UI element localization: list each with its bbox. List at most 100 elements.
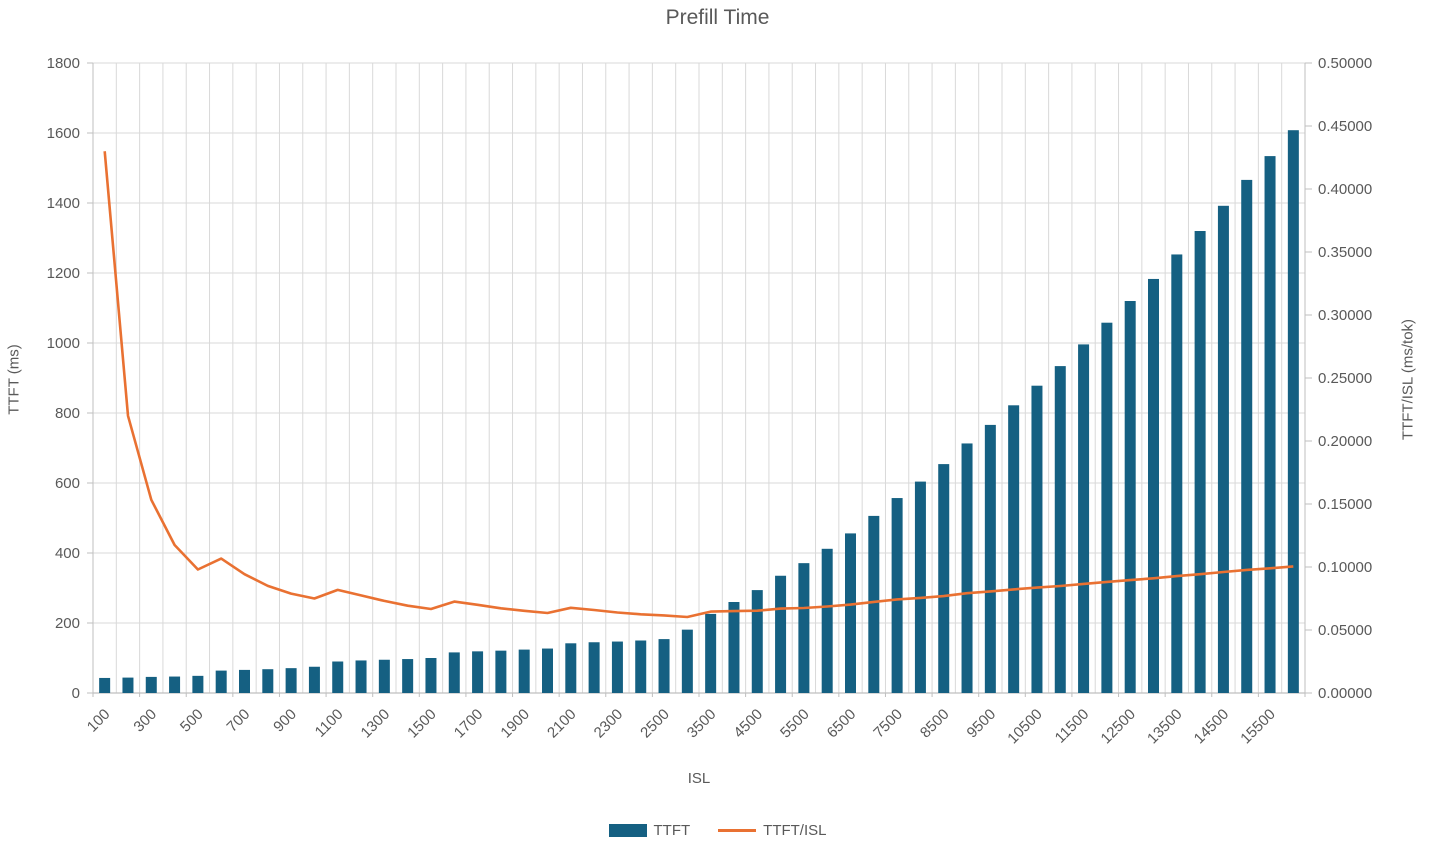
- bar-ttft-200[interactable]: [122, 677, 134, 693]
- svg-text:11500: 11500: [1052, 706, 1093, 747]
- bar-ttft-1200[interactable]: [355, 660, 367, 693]
- bar-ttft-11000[interactable]: [1054, 366, 1066, 693]
- svg-text:800: 800: [55, 405, 80, 422]
- bar-ttft-700[interactable]: [239, 669, 250, 693]
- legend-line-swatch: [718, 829, 757, 832]
- svg-text:1600: 1600: [47, 125, 80, 142]
- bar-ttft-600[interactable]: [215, 670, 227, 693]
- ratio-line-ttft-isl[interactable]: [103, 151, 1294, 619]
- bar-ttft-6500[interactable]: [845, 533, 856, 693]
- bar-ttft-4500[interactable]: [751, 590, 763, 693]
- bar-ttft-1700[interactable]: [472, 651, 484, 693]
- svg-text:1100: 1100: [312, 706, 347, 741]
- svg-text:0.50000: 0.50000: [1318, 55, 1372, 72]
- svg-text:0.30000: 0.30000: [1318, 307, 1372, 324]
- bar-ttft-2500[interactable]: [658, 639, 670, 693]
- bar-ttft-12500[interactable]: [1124, 301, 1136, 693]
- bar-ttft-900[interactable]: [285, 668, 297, 693]
- bar-ttft-5500[interactable]: [798, 563, 810, 693]
- bar-ttft-300[interactable]: [145, 676, 157, 693]
- svg-text:3500: 3500: [684, 706, 720, 742]
- bar-ttft-9000[interactable]: [961, 443, 973, 693]
- svg-text:12500: 12500: [1098, 706, 1140, 748]
- bar-ttft-1400[interactable]: [402, 659, 414, 693]
- svg-text:9500: 9500: [964, 706, 1000, 742]
- bar-ttft-14500[interactable]: [1217, 205, 1229, 694]
- svg-text:200: 200: [55, 615, 80, 632]
- bar-ttft-8000[interactable]: [914, 481, 926, 693]
- svg-text:0.45000: 0.45000: [1318, 118, 1372, 135]
- bar-ttft-14000[interactable]: [1194, 231, 1206, 693]
- bar-ttft-1800[interactable]: [495, 650, 507, 693]
- svg-text:100: 100: [84, 706, 114, 736]
- bar-ttft-800[interactable]: [262, 669, 274, 693]
- svg-text:1700: 1700: [451, 706, 487, 742]
- svg-text:900: 900: [270, 706, 300, 736]
- svg-text:0.35000: 0.35000: [1318, 244, 1372, 261]
- svg-text:1400: 1400: [47, 195, 80, 212]
- legend: TTFT TTFT/ISL: [0, 822, 1435, 839]
- svg-text:0.05000: 0.05000: [1318, 622, 1372, 639]
- bar-ttft-8500[interactable]: [938, 464, 950, 693]
- svg-text:0.00000: 0.00000: [1318, 685, 1372, 702]
- svg-text:2100: 2100: [544, 706, 580, 742]
- svg-text:0: 0: [72, 685, 80, 702]
- bar-ttft-1300[interactable]: [378, 659, 390, 693]
- bar-ttft-11500[interactable]: [1078, 344, 1090, 693]
- legend-item-ttft[interactable]: TTFT: [608, 822, 690, 839]
- x-axis-title: ISL: [687, 770, 711, 787]
- svg-text:0.40000: 0.40000: [1318, 181, 1372, 198]
- bar-ttft-2000[interactable]: [542, 648, 553, 693]
- svg-text:7500: 7500: [870, 706, 906, 742]
- svg-text:4500: 4500: [730, 706, 766, 742]
- bar-ttft-7000[interactable]: [868, 515, 880, 693]
- svg-text:1200: 1200: [47, 265, 80, 282]
- bar-ttft-13500[interactable]: [1171, 254, 1183, 693]
- bar-ttft-2200[interactable]: [588, 642, 600, 693]
- bar-ttft-100[interactable]: [99, 677, 111, 693]
- svg-text:0.25000: 0.25000: [1318, 370, 1372, 387]
- bar-ttft-400[interactable]: [169, 676, 181, 693]
- bar-ttft-15500[interactable]: [1264, 156, 1276, 694]
- svg-text:5500: 5500: [777, 706, 813, 742]
- bar-ttft-15000[interactable]: [1241, 179, 1253, 693]
- bar-ttft-3000[interactable]: [681, 629, 693, 693]
- svg-text:2300: 2300: [591, 706, 627, 742]
- bar-ttft-4000[interactable]: [728, 602, 740, 693]
- bar-ttft-10000[interactable]: [1008, 405, 1020, 693]
- plot-area: 0 200 400 600 800 1000 1200 1400 1600 1800 0.00000…: [47, 55, 1373, 748]
- bar-ttft-6000[interactable]: [821, 548, 833, 693]
- y-axis-labels-left: 0 200 400 600 800 1000 1200 1400 1600 1800: [47, 55, 80, 702]
- bar-ttft-9500[interactable]: [984, 424, 996, 693]
- svg-text:300: 300: [130, 706, 160, 736]
- bar-ttft-1100[interactable]: [332, 661, 344, 694]
- legend-item-ttft-isl[interactable]: TTFT/ISL: [718, 822, 827, 839]
- bar-ttft-1900[interactable]: [518, 649, 530, 693]
- legend-bar-swatch: [608, 824, 647, 837]
- svg-text:2500: 2500: [637, 706, 673, 742]
- svg-text:0.10000: 0.10000: [1318, 559, 1372, 576]
- bar-ttft-1000[interactable]: [308, 666, 320, 693]
- bar-ttft-12000[interactable]: [1101, 322, 1113, 693]
- bar-series-ttft[interactable]: [99, 130, 1299, 694]
- bar-ttft-2400[interactable]: [635, 640, 647, 694]
- svg-text:14500: 14500: [1191, 706, 1233, 748]
- bar-ttft-1500[interactable]: [425, 658, 437, 693]
- bar-ttft-2300[interactable]: [611, 641, 623, 693]
- svg-text:600: 600: [55, 475, 80, 492]
- bar-ttft-500[interactable]: [192, 675, 204, 693]
- svg-text:1000: 1000: [47, 335, 80, 352]
- y-axis-title-right: TTFT/ISL (ms/tok): [1399, 318, 1417, 441]
- bar-ttft-10500[interactable]: [1031, 385, 1043, 693]
- svg-text:1300: 1300: [358, 706, 394, 742]
- bar-ttft-1600[interactable]: [448, 652, 460, 693]
- svg-text:500: 500: [177, 706, 207, 736]
- bar-ttft-2100[interactable]: [565, 643, 577, 693]
- svg-text:400: 400: [55, 545, 80, 562]
- bar-ttft-5000[interactable]: [775, 575, 787, 693]
- bar-ttft-3500[interactable]: [705, 613, 717, 693]
- svg-text:13500: 13500: [1144, 706, 1186, 748]
- bar-ttft-13000[interactable]: [1148, 278, 1159, 693]
- bar-ttft-7500[interactable]: [891, 498, 903, 693]
- bar-ttft-16000[interactable]: [1287, 130, 1299, 693]
